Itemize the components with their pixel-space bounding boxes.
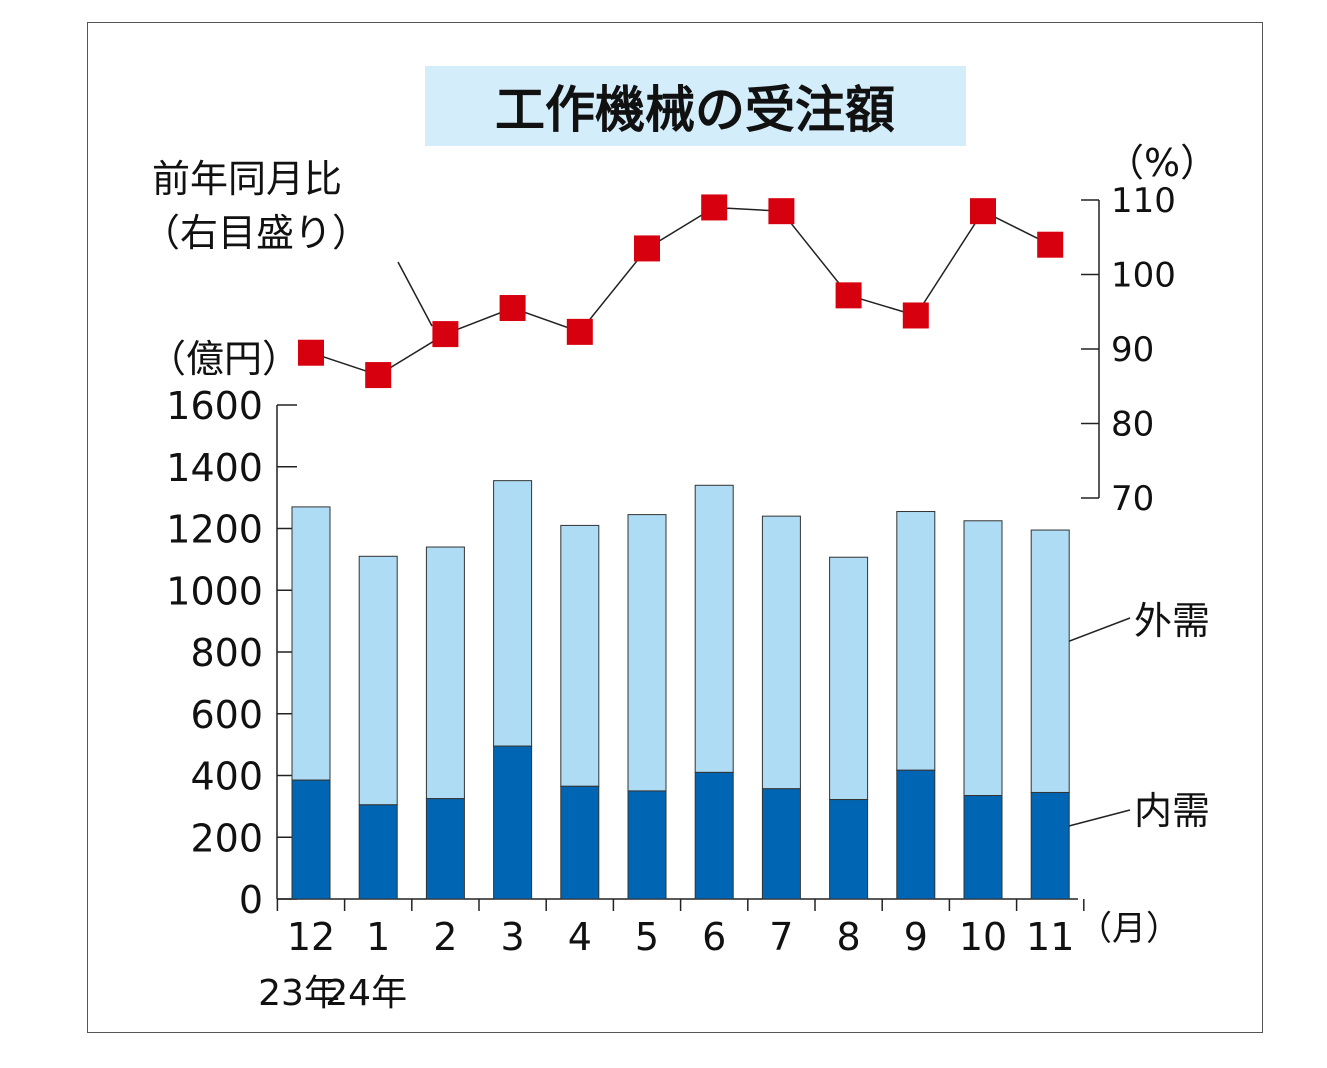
year-label: 24年 <box>325 973 407 1014</box>
year-label: 23年 <box>258 973 340 1014</box>
yoy-marker <box>1037 231 1064 258</box>
bar-foreign <box>761 515 801 790</box>
series-label-foreign: 外需 <box>1134 599 1210 643</box>
right-y-tick-label: 110 <box>1111 181 1176 221</box>
chart-title: 工作機械の受注額 <box>495 81 895 139</box>
bar-foreign <box>493 480 533 747</box>
line-series-label-1: 前年同月比 <box>152 157 342 201</box>
x-tick-label: 5 <box>635 915 659 959</box>
bar-foreign <box>694 484 734 773</box>
y-tick-label: 1400 <box>166 446 263 490</box>
x-tick-label: 8 <box>837 915 861 959</box>
yoy-marker <box>566 318 593 345</box>
bar-domestic <box>358 804 398 900</box>
bars <box>291 480 1070 900</box>
x-tick-label: 10 <box>959 915 1007 959</box>
y-tick-label: 400 <box>190 755 263 799</box>
y-tick-label: 0 <box>239 878 263 922</box>
bar-foreign <box>291 506 331 781</box>
bar-foreign <box>829 556 869 801</box>
bar-domestic <box>896 769 936 900</box>
yoy-marker <box>432 321 459 348</box>
yoy-marker <box>298 339 324 366</box>
yoy-marker <box>970 198 996 225</box>
bar-domestic <box>963 795 1003 900</box>
x-tick-label: 7 <box>769 915 793 959</box>
line-series-leader <box>397 261 433 327</box>
yoy-marker <box>365 362 392 389</box>
right-y-tick-label: 80 <box>1111 405 1154 445</box>
title-background <box>425 66 966 146</box>
bar-domestic <box>291 779 331 900</box>
y-tick-label: 1000 <box>166 569 263 613</box>
yoy-marker <box>701 194 728 221</box>
bar-domestic <box>560 785 600 900</box>
yoy-marker <box>768 198 795 225</box>
x-tick-label: 6 <box>702 915 726 959</box>
yoy-marker <box>835 282 862 309</box>
y-axis-unit: （億円） <box>148 337 300 381</box>
y-tick-label: 1600 <box>166 384 263 428</box>
bar-foreign <box>963 520 1003 797</box>
bar-domestic <box>425 798 465 900</box>
x-tick-label: 11 <box>1026 915 1074 959</box>
line-series-label-2: （右目盛り） <box>142 211 370 255</box>
x-tick-label: 9 <box>904 915 928 959</box>
y-tick-label: 200 <box>190 816 263 860</box>
bar-domestic <box>829 799 869 900</box>
yoy-marker <box>902 302 929 329</box>
x-tick-label: 12 <box>287 915 335 959</box>
chart-frame <box>87 22 1263 1033</box>
series-label-domestic: 内需 <box>1134 789 1210 833</box>
right-y-tick-label: 70 <box>1111 479 1154 519</box>
bar-foreign <box>1030 529 1070 793</box>
bar-foreign <box>358 555 398 806</box>
right-y-tick-label: 100 <box>1111 256 1176 296</box>
x-tick-label: 4 <box>568 915 592 959</box>
bar-domestic <box>493 745 533 900</box>
bar-foreign <box>425 546 465 800</box>
bar-domestic <box>694 771 734 900</box>
bar-domestic <box>761 788 801 900</box>
yoy-line <box>310 206 1051 376</box>
bar-domestic <box>627 790 667 900</box>
y-tick-label: 600 <box>190 693 263 737</box>
bar-foreign <box>627 514 667 792</box>
y-tick-label: 800 <box>190 631 263 675</box>
bar-domestic <box>1030 791 1070 900</box>
right-y-tick-label: 90 <box>1111 330 1154 370</box>
x-tick-label: 3 <box>501 915 525 959</box>
yoy-marker <box>499 295 526 322</box>
yoy-marker <box>634 235 660 262</box>
line-layer <box>298 194 1064 389</box>
x-tick-label: 1 <box>366 915 390 959</box>
y-tick-label: 1200 <box>166 508 263 552</box>
bar-foreign <box>560 524 600 787</box>
x-axis-unit: （月） <box>1078 909 1180 949</box>
right-axis-unit: （%） <box>1106 141 1218 185</box>
x-tick-label: 2 <box>433 915 457 959</box>
bar-foreign <box>896 511 936 771</box>
